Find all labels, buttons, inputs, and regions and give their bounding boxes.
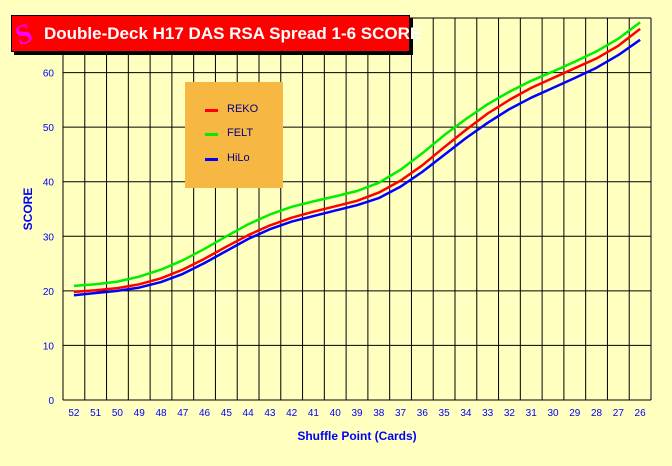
y-axis-label: SCORE	[21, 188, 35, 231]
x-tick-label: 44	[243, 408, 255, 419]
x-tick-label: 31	[526, 408, 538, 419]
y-tick-label: 0	[48, 396, 54, 407]
legend-item-reko: REKO	[205, 103, 280, 119]
x-tick-label: 42	[286, 408, 298, 419]
s-logo-icon: S	[11, 17, 37, 53]
legend-swatch-hilo	[205, 158, 218, 161]
legend-item-hilo: HiLo	[205, 152, 280, 168]
x-tick-label: 28	[591, 408, 603, 419]
series-line-hilo	[73, 38, 641, 297]
x-tick-label: 30	[547, 408, 559, 419]
y-tick-label: 10	[43, 341, 55, 352]
axis-layer: 0102030405060705251504948474645444342414…	[43, 14, 646, 419]
grid-layer	[62, 17, 652, 401]
x-tick-label: 46	[199, 408, 211, 419]
x-tick-label: 33	[482, 408, 494, 419]
series-layer	[73, 21, 641, 297]
legend-swatch-reko	[205, 109, 218, 112]
y-tick-label: 50	[43, 123, 55, 134]
series-line-reko	[73, 27, 641, 294]
x-tick-label: 52	[68, 408, 80, 419]
x-tick-label: 35	[439, 408, 451, 419]
x-tick-label: 39	[351, 408, 363, 419]
x-tick-label: 38	[373, 408, 385, 419]
x-tick-label: 49	[134, 408, 146, 419]
legend-item-felt: FELT	[205, 127, 280, 143]
x-tick-label: 32	[504, 408, 516, 419]
x-tick-label: 50	[112, 408, 124, 419]
legend-swatch-felt	[205, 133, 218, 136]
y-tick-label: 60	[43, 69, 55, 80]
x-tick-label: 45	[221, 408, 233, 419]
chart-title-box: S Double-Deck H17 DAS RSA Spread 1-6 SCO…	[11, 15, 421, 53]
x-tick-label: 40	[330, 408, 342, 419]
x-tick-label: 34	[460, 408, 472, 419]
y-tick-label: 40	[43, 178, 55, 189]
x-tick-label: 47	[177, 408, 189, 419]
x-tick-label: 27	[613, 408, 625, 419]
y-tick-label: 20	[43, 287, 55, 298]
x-tick-label: 51	[90, 408, 102, 419]
legend-label-reko: REKO	[227, 103, 259, 115]
x-tick-label: 37	[395, 408, 407, 419]
x-axis-label: Shuffle Point (Cards)	[297, 429, 416, 443]
x-tick-label: 29	[569, 408, 581, 419]
chart-title: Double-Deck H17 DAS RSA Spread 1-6 SCORE	[44, 24, 422, 43]
y-tick-label: 30	[43, 232, 55, 243]
series-line-felt	[73, 21, 641, 288]
legend-label-felt: FELT	[227, 127, 254, 139]
x-tick-label: 26	[635, 408, 647, 419]
x-tick-label: 36	[417, 408, 429, 419]
legend: REKO FELT HiLo	[185, 82, 283, 188]
x-tick-label: 43	[264, 408, 276, 419]
x-tick-label: 41	[308, 408, 320, 419]
x-tick-label: 48	[155, 408, 167, 419]
legend-label-hilo: HiLo	[227, 152, 250, 164]
